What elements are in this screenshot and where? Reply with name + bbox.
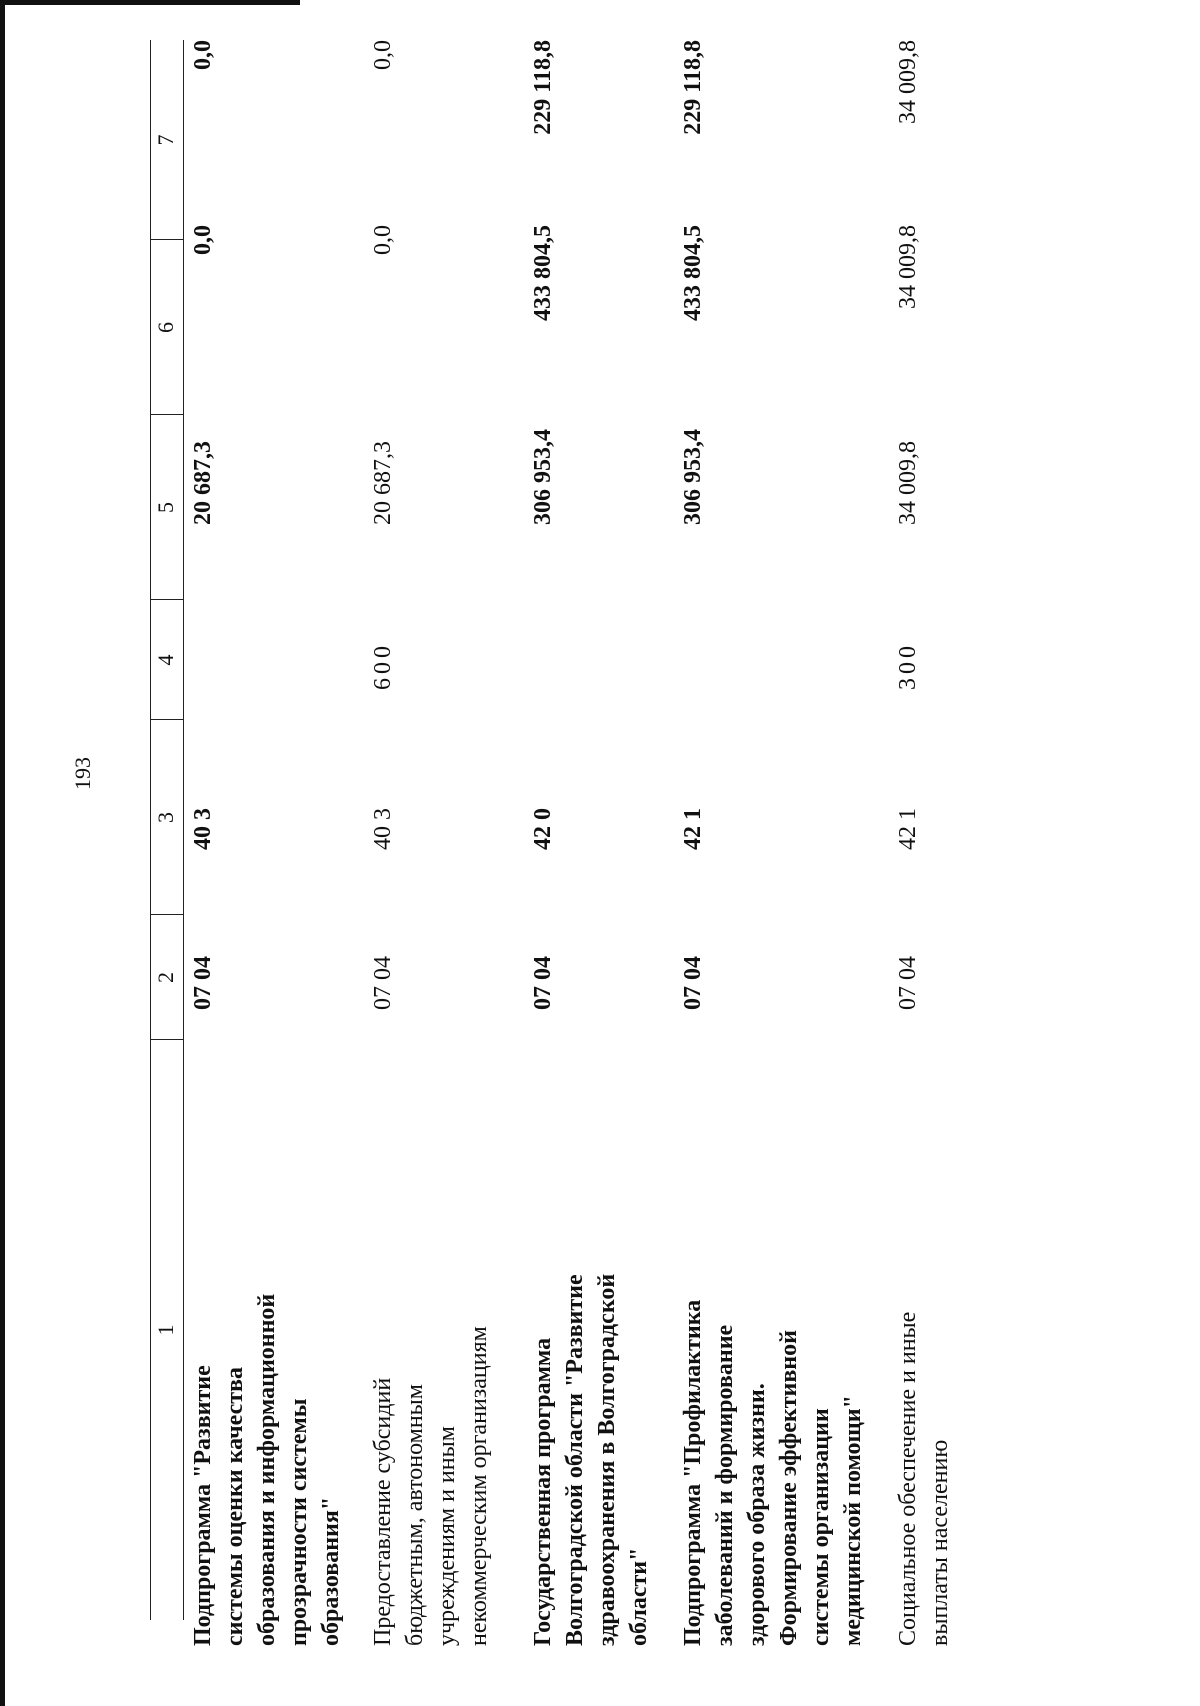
header-col-5: 5 <box>153 502 178 513</box>
row-name-line: Предоставление субсидий <box>370 1377 396 1646</box>
row-name-line: здорового образа жизни. <box>744 1383 770 1646</box>
cell-c6: 433 804,5 <box>530 225 556 321</box>
row-name-line: образования и информационной <box>254 1293 280 1646</box>
row-name-line: Волгоградской области "Развитие <box>562 1274 588 1646</box>
cell-c2: 07 04 <box>190 956 216 1010</box>
row-name-line: Социальное обеспечение и иные <box>895 1311 921 1646</box>
row-name-line: медицинской помощи" <box>840 1395 866 1646</box>
cell-c5: 20 687,3 <box>190 441 216 525</box>
row-name-line: учреждениям и иным <box>434 1426 460 1646</box>
scan-edge <box>0 0 300 5</box>
row-name-line: Формирование эффективной <box>776 1330 802 1646</box>
header-col-1: 1 <box>153 1324 178 1336</box>
cell-c7: 229 118,8 <box>530 40 556 135</box>
cell-c7: 34 009,8 <box>895 40 921 124</box>
cell-c6: 0,0 <box>370 225 396 255</box>
header-col-6: 6 <box>153 322 178 333</box>
cell-c7: 0,0 <box>370 40 396 70</box>
header-col-4: 4 <box>153 654 178 666</box>
cell-c6: 0,0 <box>190 225 216 255</box>
row-name-line: Подпрограмма "Профилактика <box>680 1299 706 1646</box>
cell-c2: 07 04 <box>530 956 556 1010</box>
cell-c7: 0,0 <box>190 40 216 70</box>
row-name: Подпрограмма "Профилактика заболеваний и … <box>677 1300 869 1646</box>
row-name-line: системы оценки качества <box>222 1366 248 1646</box>
cell-c2: 07 04 <box>370 956 396 1010</box>
cell-c3: 42 1 <box>895 808 921 850</box>
row-name-line: бюджетным, автономным <box>402 1384 428 1646</box>
row-name-line: образования" <box>318 1496 344 1646</box>
row-name-line: системы организации <box>808 1408 834 1646</box>
cell-c3: 40 3 <box>190 808 216 850</box>
cell-c5: 20 687,3 <box>370 441 396 525</box>
header-col-7: 7 <box>153 134 178 146</box>
cell-c7: 229 118,8 <box>680 40 706 135</box>
header-bottom-border <box>183 40 184 1620</box>
cell-c3: 42 1 <box>680 808 706 850</box>
header-top-border <box>150 40 151 1620</box>
row-name-line: выплаты населению <box>927 1439 953 1646</box>
row-name: Предоставление субсидий бюджетным, автоно… <box>367 1326 495 1646</box>
header-col-2: 2 <box>153 972 178 983</box>
cell-c5: 306 953,4 <box>530 429 556 525</box>
row-name-line: заболеваний и формирование <box>712 1324 738 1646</box>
row-name-line: области" <box>626 1547 652 1646</box>
page-number: 193 <box>70 757 95 790</box>
cell-c2: 07 04 <box>680 956 706 1010</box>
cell-c3: 40 3 <box>370 808 396 850</box>
cell-c3: 42 0 <box>530 808 556 850</box>
row-name: Социальное обеспечение и иные выплаты нас… <box>892 1312 956 1646</box>
cell-c5: 306 953,4 <box>680 429 706 525</box>
row-name-line: Подпрограмма "Развитие <box>190 1365 216 1646</box>
cell-c2: 07 04 <box>895 956 921 1010</box>
row-name-line: Государственная программа <box>530 1337 556 1646</box>
row-name-line: здравоохранения в Волгоградской <box>594 1273 620 1646</box>
row-name-line: некоммерческим организациям <box>466 1326 492 1646</box>
cell-c4: 300 <box>895 642 921 690</box>
cell-c4: 600 <box>370 642 396 690</box>
row-name-line: прозрачности системы <box>286 1398 312 1647</box>
cell-c6: 34 009,8 <box>895 225 921 309</box>
row-name: Подпрограмма "Развитие системы оценки кач… <box>187 1294 347 1646</box>
row-name: Государственная программа Волгоградской о… <box>527 1274 655 1646</box>
cell-c5: 34 009,8 <box>895 441 921 525</box>
scan-edge <box>0 0 5 1706</box>
header-col-3: 3 <box>153 812 178 823</box>
cell-c6: 433 804,5 <box>680 225 706 321</box>
